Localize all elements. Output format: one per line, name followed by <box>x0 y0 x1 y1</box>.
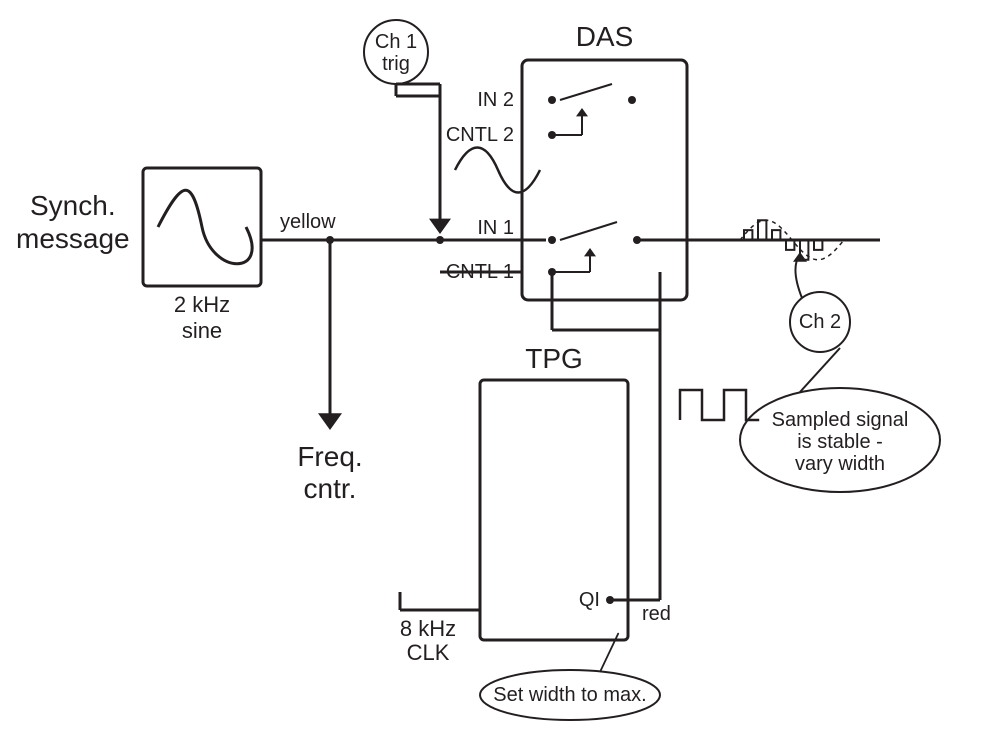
sampled2-label: is stable - <box>797 431 883 453</box>
cntl2-label: CNTL 2 <box>446 124 514 146</box>
ch1b-label: trig <box>382 53 410 75</box>
square-wave-icon <box>680 390 759 420</box>
tpg-label: TPG <box>525 343 583 374</box>
clk1-label: 8 kHz <box>400 616 456 641</box>
sine1-label: 2 kHz <box>174 292 230 317</box>
synch2-label: message <box>16 223 130 254</box>
sampled3-label: vary width <box>795 453 885 475</box>
freq2-label: cntr. <box>304 473 357 504</box>
red-label: red <box>642 603 671 625</box>
yellow-label: yellow <box>280 211 336 233</box>
synch1-label: Synch. <box>30 190 116 221</box>
sine-source-box <box>158 190 252 264</box>
setwidth-label: Set width to max. <box>493 684 646 706</box>
sine-glyph-icon <box>455 148 540 193</box>
sine2-label: sine <box>182 318 222 343</box>
freq1-label: Freq. <box>297 441 362 472</box>
clk2-label: CLK <box>407 640 450 665</box>
ch2-label: Ch 2 <box>799 311 841 333</box>
sampled1-label: Sampled signal <box>772 409 909 431</box>
ch1a-label: Ch 1 <box>375 31 417 53</box>
in1-label: IN 1 <box>477 217 514 239</box>
in2-label: IN 2 <box>477 89 514 111</box>
qi-label: QI <box>579 589 600 611</box>
das-label: DAS <box>576 21 634 52</box>
